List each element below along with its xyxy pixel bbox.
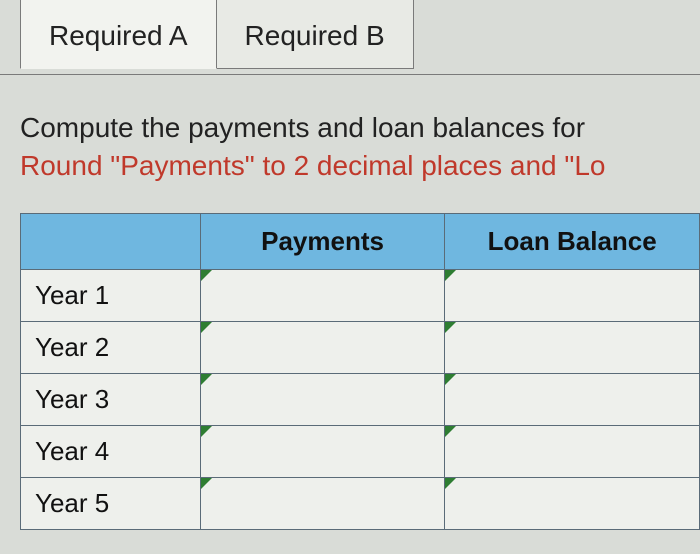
row-label-text: Year 2 [35,332,109,362]
cell-payments[interactable] [200,269,445,321]
tab-b-label: Required B [245,20,385,51]
row-label-text: Year 3 [35,384,109,414]
row-label: Year 1 [21,269,201,321]
cell-payments[interactable] [200,477,445,529]
table-row: Year 4 [21,425,700,477]
table-row: Year 1 [21,269,700,321]
cell-payments[interactable] [200,373,445,425]
table-row: Year 2 [21,321,700,373]
tab-required-a[interactable]: Required A [20,0,217,69]
row-label-text: Year 5 [35,488,109,518]
row-label: Year 4 [21,425,201,477]
header-balance: Loan Balance [445,213,700,269]
cell-marker-icon [445,270,456,281]
cell-balance[interactable] [445,425,700,477]
cell-marker-icon [201,374,212,385]
cell-marker-icon [445,478,456,489]
cell-marker-icon [445,374,456,385]
cell-payments[interactable] [200,321,445,373]
row-label: Year 5 [21,477,201,529]
tab-a-label: Required A [49,20,188,51]
row-label: Year 2 [21,321,201,373]
instructions-line1: Compute the payments and loan balances f… [20,112,585,143]
cell-balance[interactable] [445,477,700,529]
cell-marker-icon [445,426,456,437]
instructions: Compute the payments and loan balances f… [20,109,700,185]
tab-bar: Required A Required B [20,0,700,69]
cell-marker-icon [201,478,212,489]
row-label-text: Year 4 [35,436,109,466]
header-payments: Payments [200,213,445,269]
cell-marker-icon [201,270,212,281]
instructions-hint: Round "Payments" to 2 decimal places and… [20,150,605,181]
tabs-underline [0,74,700,75]
cell-balance[interactable] [445,321,700,373]
row-label-text: Year 1 [35,280,109,310]
loan-table: Payments Loan Balance Year 1 Year 2 [20,213,700,530]
header-balance-label: Loan Balance [488,226,657,256]
table-row: Year 5 [21,477,700,529]
header-payments-label: Payments [261,226,384,256]
cell-payments[interactable] [200,425,445,477]
cell-balance[interactable] [445,269,700,321]
cell-balance[interactable] [445,373,700,425]
tab-required-b[interactable]: Required B [217,0,414,69]
cell-marker-icon [201,322,212,333]
row-label: Year 3 [21,373,201,425]
header-blank [21,213,201,269]
cell-marker-icon [201,426,212,437]
table-row: Year 3 [21,373,700,425]
cell-marker-icon [445,322,456,333]
